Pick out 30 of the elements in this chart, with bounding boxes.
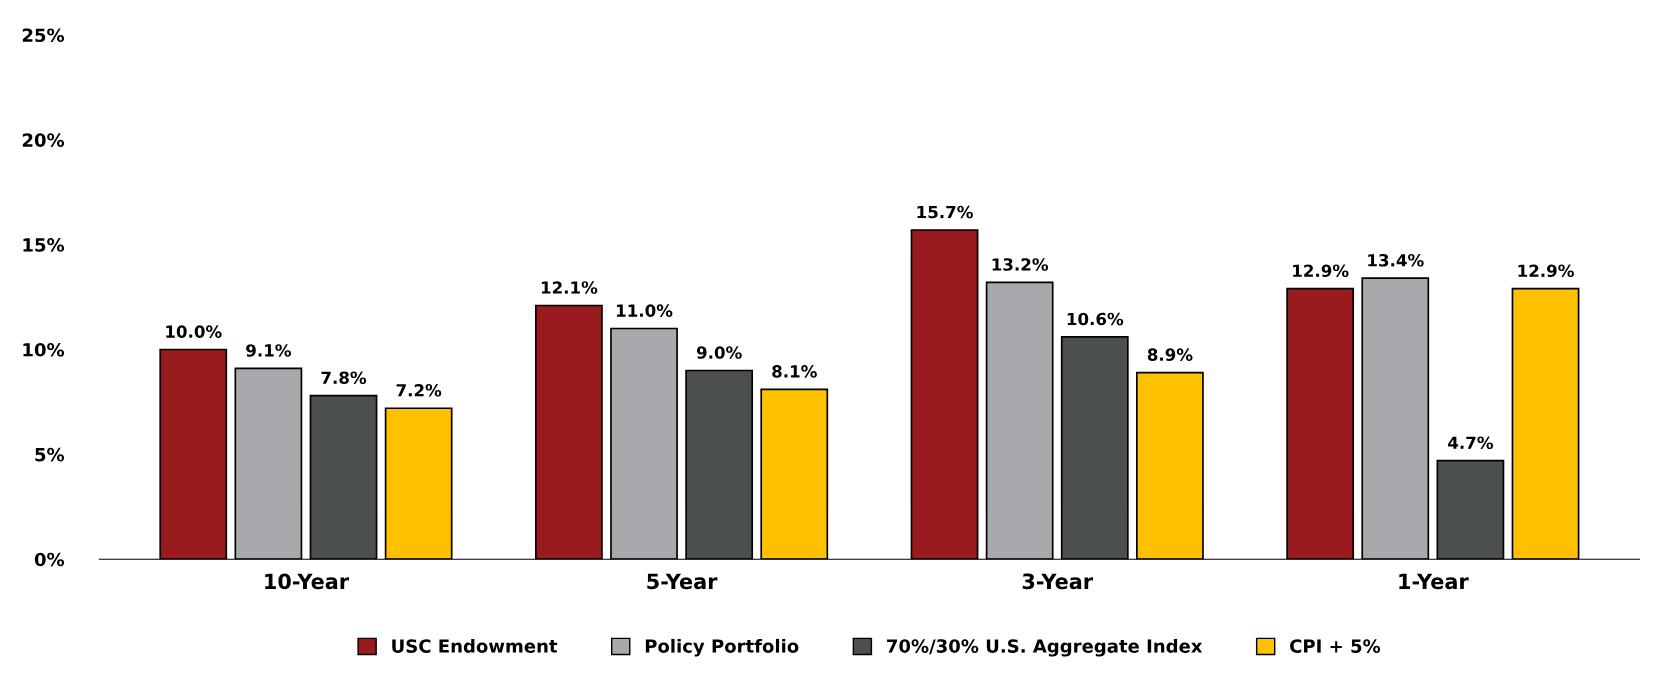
y-tick-label: 15% (23, 238, 65, 252)
legend-label: USC Endowment (392, 638, 558, 653)
data-label: 12.9% (1293, 264, 1349, 278)
y-tick-label: 20% (22, 133, 65, 147)
x-tick-label: 10-Year (265, 573, 349, 590)
data-label: 9.0% (696, 346, 742, 359)
legend-label: Policy Portfolio (645, 638, 799, 657)
data-label: 9.1% (246, 344, 291, 357)
x-tick-label: 5-Year (647, 573, 718, 590)
data-label: 10.0% (166, 325, 222, 338)
legend-label: 70%/30% U.S. Aggregate Index (887, 638, 1203, 657)
data-label: 12.1% (541, 281, 598, 294)
legend-label: CPI + 5% (1290, 639, 1381, 653)
data-label: 7.2% (396, 383, 442, 397)
data-label: 12.9% (1518, 264, 1574, 278)
data-label: 7.8% (321, 371, 367, 385)
data-label: 13.2% (992, 258, 1049, 271)
data-label: 13.4% (1368, 253, 1424, 267)
y-tick-label: 10% (23, 342, 65, 357)
data-label: 15.7% (917, 205, 973, 219)
data-label: 10.6% (1067, 312, 1124, 326)
y-tick-label: 25% (22, 28, 65, 43)
y-tick-label: 0% (34, 552, 65, 567)
x-tick-label: 3-Year (1022, 573, 1094, 590)
y-tick-label: 5% (35, 447, 65, 462)
x-tick-label: 1-Year (1399, 573, 1469, 590)
data-label: 4.7% (1448, 436, 1493, 450)
data-label: 8.9% (1147, 348, 1193, 361)
data-label: 11.0% (616, 304, 673, 317)
data-label: 8.1% (772, 365, 817, 378)
